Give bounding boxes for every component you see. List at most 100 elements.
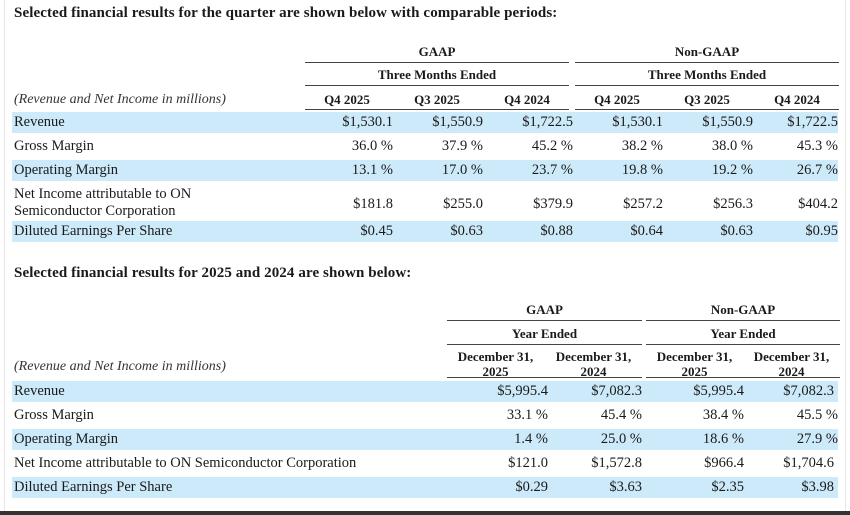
cell: 37.9 % — [441, 138, 483, 154]
row-label: Net Income attributable to ON Semiconduc… — [14, 186, 192, 219]
gaap-period-header: Year Ended — [511, 326, 578, 341]
divider — [447, 320, 642, 321]
cell: 45.5 % — [796, 407, 838, 423]
cell: $0.45 — [360, 223, 393, 239]
cell: $0.88 — [540, 223, 573, 239]
divider — [575, 109, 839, 110]
cell: $1,550.9 — [702, 114, 753, 130]
cell: $5,995.4 — [497, 383, 548, 399]
column-header: December 31, 2025 — [447, 349, 544, 379]
cell: 13.1 % — [351, 162, 393, 178]
table-row: Net Income attributable to ON Semiconduc… — [12, 453, 838, 474]
column-header-line: 2025 — [482, 364, 509, 379]
cell: 38.0 % — [711, 138, 753, 154]
cell: $3.98 — [801, 479, 834, 495]
cell: $255.0 — [443, 196, 483, 212]
cell: $0.63 — [720, 223, 753, 239]
table-row: Revenue $5,995.4 $7,082.3 $5,995.4 $7,08… — [12, 381, 838, 402]
cell: $121.0 — [508, 455, 548, 471]
column-header: Q3 2025 — [684, 92, 730, 107]
cell: $0.29 — [515, 479, 548, 495]
units-label: (Revenue and Net Income in millions) — [14, 92, 226, 107]
divider — [305, 109, 569, 110]
bottom-border — [0, 511, 850, 515]
cell: $181.8 — [353, 196, 393, 212]
cell: 18.6 % — [702, 431, 744, 447]
divider — [305, 62, 569, 63]
cell: $0.63 — [450, 223, 483, 239]
cell: 23.7 % — [531, 162, 573, 178]
cell: $3.63 — [609, 479, 642, 495]
table-row: Gross Margin 36.0 % 37.9 % 45.2 % 38.2 %… — [12, 136, 838, 157]
divider — [575, 85, 839, 86]
column-header-line: December 31, — [753, 349, 830, 364]
cell: $1,530.1 — [342, 114, 393, 130]
row-label: Diluted Earnings Per Share — [14, 479, 173, 495]
cell: $1,530.1 — [612, 114, 663, 130]
page-frame — [4, 0, 846, 511]
row-label: Operating Margin — [14, 162, 119, 178]
units-label: (Revenue and Net Income in millions) — [14, 359, 226, 374]
cell: 45.3 % — [796, 138, 838, 154]
row-label: Gross Margin — [14, 407, 94, 423]
cell: 25.0 % — [600, 431, 642, 447]
divider — [646, 344, 840, 345]
cell: $1,722.5 — [522, 114, 573, 130]
gaap-group-header: GAAP — [418, 44, 456, 59]
non-gaap-group-header: Non-GAAP — [710, 302, 776, 317]
row-label: Revenue — [14, 383, 65, 399]
cell: 27.9 % — [796, 431, 838, 447]
row-label: Revenue — [14, 114, 65, 130]
cell: $1,704.6 — [783, 455, 834, 471]
row-label: Diluted Earnings Per Share — [14, 223, 173, 239]
divider — [575, 62, 839, 63]
table-row: Diluted Earnings Per Share $0.45 $0.63 $… — [12, 221, 838, 242]
cell: 45.4 % — [600, 407, 642, 423]
column-header-line: December 31, — [555, 349, 632, 364]
cell: 38.2 % — [621, 138, 663, 154]
column-header: Q3 2025 — [414, 92, 460, 107]
row-label: Operating Margin — [14, 431, 119, 447]
cell: $2.35 — [711, 479, 744, 495]
cell: $7,082.3 — [783, 383, 834, 399]
cell: $1,572.8 — [591, 455, 642, 471]
cell: 36.0 % — [351, 138, 393, 154]
divider — [646, 377, 840, 378]
table-row: Net Income attributable to ON Semiconduc… — [12, 185, 838, 221]
cell: 19.2 % — [711, 162, 753, 178]
column-header-line: 2024 — [778, 364, 805, 379]
cell: 38.4 % — [702, 407, 744, 423]
cell: 33.1 % — [506, 407, 548, 423]
cell: 45.2 % — [531, 138, 573, 154]
cell: $5,995.4 — [693, 383, 744, 399]
table-row: Revenue $1,530.1 $1,550.9 $1,722.5 $1,53… — [12, 112, 838, 133]
cell: $256.3 — [713, 196, 753, 212]
cell: $1,722.5 — [787, 114, 838, 130]
cell: $0.95 — [805, 223, 838, 239]
column-header: Q4 2024 — [774, 92, 820, 107]
table-row: Operating Margin 1.4 % 25.0 % 18.6 % 27.… — [12, 429, 838, 450]
row-label: Gross Margin — [14, 138, 94, 154]
cell: $379.9 — [533, 196, 573, 212]
divider — [447, 377, 642, 378]
annual-heading: Selected financial results for 2025 and … — [14, 265, 412, 281]
cell: $966.4 — [704, 455, 744, 471]
cell: $0.64 — [630, 223, 663, 239]
column-header-line: December 31, — [457, 349, 534, 364]
column-header-line: 2025 — [681, 364, 708, 379]
non-gaap-group-header: Non-GAAP — [674, 44, 740, 59]
non-gaap-period-header: Year Ended — [710, 326, 776, 341]
cell: $7,082.3 — [591, 383, 642, 399]
column-header: Q4 2024 — [504, 92, 550, 107]
non-gaap-period-header: Three Months Ended — [647, 67, 767, 82]
divider — [646, 320, 840, 321]
cell: $257.2 — [623, 196, 663, 212]
column-header: Q4 2025 — [324, 92, 370, 107]
column-header: December 31, 2024 — [743, 349, 840, 379]
table-row: Gross Margin 33.1 % 45.4 % 38.4 % 45.5 % — [12, 405, 838, 426]
divider — [305, 85, 569, 86]
cell: 1.4 % — [514, 431, 548, 447]
table-row: Diluted Earnings Per Share $0.29 $3.63 $… — [12, 477, 838, 498]
column-header: December 31, 2024 — [545, 349, 642, 379]
quarter-heading: Selected financial results for the quart… — [14, 5, 558, 21]
